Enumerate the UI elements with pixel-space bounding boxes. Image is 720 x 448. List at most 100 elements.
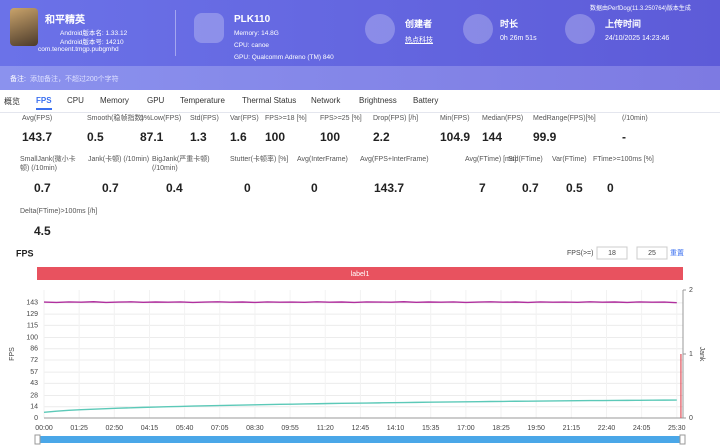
device-icon	[194, 13, 224, 43]
threshold-input[interactable]	[596, 246, 628, 260]
x-tick-label: 25:30	[668, 425, 686, 432]
x-tick-label: 18:25	[492, 425, 510, 432]
y-axis-label: FPS	[9, 347, 16, 361]
metric-value: 0.5	[566, 181, 583, 195]
metric-label: Std(FTime)	[508, 156, 543, 163]
metric-value: -	[622, 130, 626, 144]
metric-value: 100	[320, 130, 341, 144]
metric-label: Var(FPS)	[230, 115, 259, 122]
series-line	[43, 301, 677, 304]
y2-tick-label: 0	[689, 415, 693, 422]
scroll-handle[interactable]	[34, 434, 41, 445]
metric-label: Min(FPS)	[440, 115, 470, 122]
metric-value: 87.1	[140, 130, 164, 144]
metric-value: 104.9	[440, 130, 471, 144]
x-tick-label: 17:00	[457, 425, 475, 432]
y-tick-label: 100	[26, 334, 38, 341]
scroll-handle[interactable]	[679, 434, 686, 445]
x-tick-label: 21:15	[563, 425, 581, 432]
metric-label: Stutter(卡顿率) [%]	[230, 156, 289, 163]
package: com.tencent.tmgp.pubgmhd	[38, 46, 119, 53]
x-tick-label: 22:40	[598, 425, 616, 432]
upload-value: 24/10/2025 14:23:46	[605, 35, 670, 42]
x-tick-label: 24:05	[633, 425, 651, 432]
x-tick-label: 00:00	[35, 425, 53, 432]
tab[interactable]: Thermal Status	[242, 96, 297, 105]
scrollbar	[37, 436, 683, 443]
duration-icon	[463, 14, 493, 44]
metric-label: Avg(InterFrame)	[297, 156, 348, 163]
metric-label: FTime>=100ms [%]	[593, 156, 654, 163]
metric-label: Var(FTime)	[552, 156, 587, 163]
creator-value[interactable]: 热点科技	[405, 37, 433, 44]
metric-label: 1%Low(FPS)	[140, 115, 182, 122]
x-tick-label: 01:25	[70, 425, 88, 432]
x-tick-label: 04:15	[141, 425, 159, 432]
x-tick-label: 11:20	[317, 425, 334, 432]
y-tick-label: 115	[27, 322, 38, 329]
metric-label: SmallJank(微小卡顿) (/10min)	[20, 156, 76, 172]
metric-value: 0	[311, 181, 318, 195]
x-tick-label: 08:30	[246, 425, 264, 432]
x-tick-label: 12:45	[352, 425, 370, 432]
x-tick-label: 15:35	[422, 425, 440, 432]
generator: 数据由PerfDog(11.3.250764)版本生成	[590, 6, 691, 12]
y-tick-label: 129	[26, 311, 38, 318]
app-name: 和平精英	[45, 15, 85, 26]
cpu: CPU: canoe	[234, 42, 270, 49]
tab[interactable]: Battery	[413, 96, 439, 105]
x-tick-label: 09:55	[281, 425, 299, 432]
metric-label: Jank(卡顿) (/10min)	[88, 156, 150, 163]
threshold-input[interactable]	[636, 246, 668, 260]
fps-chart: FPS FPS(>=) 18 25 重置label1014284357728610011…	[9, 246, 705, 445]
metric-value: 143.7	[22, 130, 53, 144]
header	[0, 0, 720, 66]
memory: Memory: 14.8G	[234, 30, 279, 37]
metric-label: MedRange(FPS)[%]	[533, 115, 596, 122]
metric-value: 99.9	[533, 130, 557, 144]
note-bar	[0, 66, 720, 90]
tab[interactable]: GPU	[147, 96, 165, 105]
upload-icon	[565, 14, 595, 44]
metric-value: 4.5	[34, 224, 51, 238]
tab[interactable]: Temperature	[180, 96, 225, 105]
y2-tick-label: 1	[689, 351, 693, 358]
upload-label: 上传时间	[605, 19, 642, 29]
metric-label: Std(FPS)	[190, 115, 219, 122]
tab[interactable]: Network	[311, 96, 341, 105]
reset-button[interactable]: 重置	[670, 249, 684, 257]
y2-axis-label: Jank	[698, 347, 705, 362]
metric-value: 100	[265, 130, 286, 144]
x-tick-label: 19:50	[527, 425, 545, 432]
metric-value: 7	[479, 181, 486, 195]
metric-value: 0	[607, 181, 614, 195]
tab[interactable]: 概览	[4, 97, 20, 106]
tab[interactable]: CPU	[67, 96, 84, 105]
chart-title: FPS	[16, 248, 34, 258]
x-tick-label: 14:10	[387, 425, 405, 432]
y-tick-label: 0	[34, 415, 38, 422]
metric-value: 144	[482, 130, 503, 144]
threshold-value: 25	[648, 250, 656, 257]
metric-label: (/10min)	[622, 115, 648, 122]
y-tick-label: 57	[30, 369, 38, 376]
x-tick-label: 05:40	[176, 425, 194, 432]
metric-value: 0	[244, 181, 251, 195]
y-tick-label: 143	[26, 300, 38, 307]
note-input[interactable]: 添加备注，不超过200个字符	[30, 76, 119, 83]
y-tick-label: 14	[30, 404, 38, 411]
y2-tick-label: 2	[689, 287, 693, 294]
label-band	[37, 267, 683, 280]
metric-label: Delta(FTime)>100ms [/h]	[20, 208, 98, 215]
tab[interactable]: FPS	[36, 96, 52, 110]
y-tick-label: 86	[30, 346, 38, 353]
creator-label: 创建者	[405, 19, 433, 29]
device-model: PLK110	[234, 14, 271, 25]
tab[interactable]: Brightness	[359, 96, 397, 105]
metric-label: Avg(FTime) [ms]	[465, 156, 517, 163]
metric-label: Drop(FPS) [/h]	[373, 115, 419, 122]
tab[interactable]: Memory	[100, 96, 129, 105]
tab-bar	[0, 90, 720, 113]
version-name: Android版本名: 1.33.12	[60, 30, 128, 37]
divider	[175, 10, 176, 56]
